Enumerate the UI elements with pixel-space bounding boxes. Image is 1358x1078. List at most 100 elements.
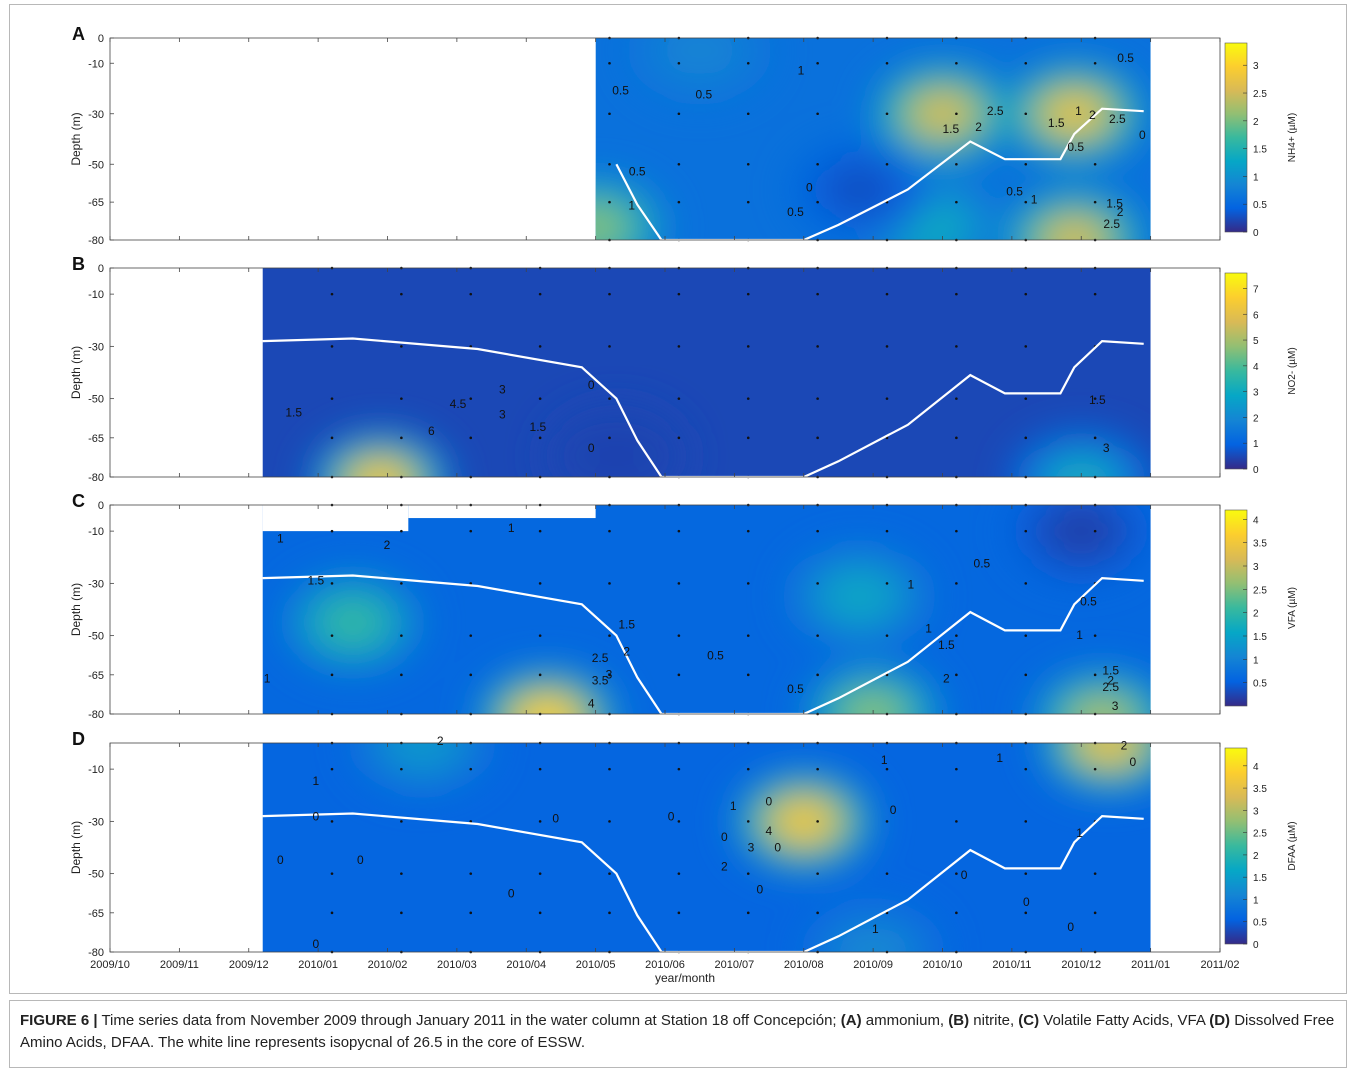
sample-point <box>885 582 889 585</box>
sample-point <box>1024 345 1028 348</box>
sample-point <box>330 529 334 533</box>
y-tick-label: -65 <box>88 433 104 445</box>
contour-label: 0.5 <box>612 84 629 98</box>
hotspot-0 <box>522 700 572 714</box>
contour-label: 1 <box>908 578 915 592</box>
y-axis-label: Depth (m) <box>69 346 83 399</box>
hotspot-3 <box>847 933 899 952</box>
contour-label: 1.5 <box>1102 663 1119 677</box>
hotspot-2 <box>1048 221 1100 240</box>
sample-point <box>538 529 542 533</box>
sample-point <box>469 529 473 533</box>
contour-label: 1.5 <box>1106 197 1123 211</box>
colorbar-tick-label: 2.5 <box>1253 829 1267 840</box>
sample-point <box>538 673 542 677</box>
sample-point <box>677 673 681 677</box>
sample-point <box>677 767 681 771</box>
y-tick-label: -10 <box>88 289 104 301</box>
sample-point <box>400 345 403 348</box>
sample-point <box>1093 200 1097 204</box>
sample-point <box>746 397 750 400</box>
y-tick-label: -50 <box>88 869 104 881</box>
sample-point <box>816 872 819 875</box>
contour-label: 1 <box>1076 628 1083 642</box>
contour-label: 0 <box>588 378 595 392</box>
sample-point <box>746 872 750 875</box>
colorbar-tick-label: 1.5 <box>1253 145 1267 156</box>
blank-region <box>262 505 409 532</box>
sample-point <box>400 397 403 400</box>
sample-point <box>816 112 819 116</box>
sample-point <box>816 529 819 533</box>
sample-point <box>538 820 542 823</box>
sample-point <box>538 397 542 400</box>
sample-point <box>746 292 750 296</box>
sample-point <box>330 582 334 585</box>
contour-label: 0 <box>508 887 515 901</box>
colorbar-tick-label: 1 <box>1253 895 1259 906</box>
sample-point <box>677 436 681 440</box>
sample-point <box>1093 872 1097 875</box>
contour-label: 0 <box>588 441 595 455</box>
hotspot-4 <box>833 578 885 615</box>
sample-point <box>746 634 750 637</box>
sample-point <box>1024 200 1028 204</box>
sample-point <box>608 292 611 296</box>
panel-A: 0.5 0.510.500.51 0.51.5 22.51.51 2 2.50.500.5… <box>69 24 1298 247</box>
caption-label: FIGURE 6 | <box>20 1012 98 1029</box>
sample-point <box>677 61 681 65</box>
contour-label: 0 <box>890 803 897 817</box>
sample-point <box>1093 162 1097 166</box>
contour-label: 1 <box>264 672 271 686</box>
sample-point <box>608 112 611 116</box>
caption-d: (D) <box>1209 1012 1231 1029</box>
contour-label: 0.5 <box>1117 51 1134 65</box>
y-tick-label: -30 <box>88 578 104 590</box>
sample-point <box>400 582 403 585</box>
hotspot-1 <box>1056 463 1106 477</box>
contour-label: 0 <box>1130 755 1137 769</box>
sample-point <box>816 820 819 823</box>
contour-label: 1.5 <box>938 638 955 652</box>
y-tick-label: -65 <box>88 670 104 682</box>
sample-point <box>538 767 542 771</box>
y-tick-label: -30 <box>88 109 104 121</box>
caption-c: (C) <box>1018 1012 1040 1029</box>
colorbar-tick-label: 7 <box>1253 284 1259 295</box>
sample-point <box>746 345 750 348</box>
colorbar-tick-label: 3.5 <box>1253 784 1267 795</box>
hotspot-6 <box>833 171 885 208</box>
caption-b: (B) <box>948 1012 970 1029</box>
contour-label: 0.5 <box>1006 185 1023 199</box>
sample-point <box>816 397 819 400</box>
sample-point <box>400 634 403 637</box>
sample-point <box>608 634 611 637</box>
sample-point <box>1093 529 1097 533</box>
x-tick-label: 2010/03 <box>437 959 477 971</box>
y-tick-label: -50 <box>88 631 104 643</box>
contour-label: 4 <box>765 824 772 838</box>
sample-point <box>1024 767 1028 771</box>
sample-point <box>677 820 681 823</box>
contour-label: 0.5 <box>787 682 804 696</box>
sample-point <box>538 345 542 348</box>
sample-point <box>469 767 473 771</box>
colorbar-tick-label: 6 <box>1253 310 1259 321</box>
sample-point <box>955 673 958 677</box>
colorbar-tick-label: 0 <box>1253 940 1259 951</box>
panel-C-field <box>262 505 1151 714</box>
sample-point <box>400 292 403 296</box>
y-tick-label: -10 <box>88 526 104 538</box>
contour-label: 4 <box>588 697 595 711</box>
contour-label: 0.5 <box>787 205 804 219</box>
contour-label: 3 <box>748 841 755 855</box>
x-tick-label: 2010/01 <box>298 959 338 971</box>
contour-label: 1 <box>798 63 805 77</box>
contour-label: 1.5 <box>285 405 302 419</box>
sample-point <box>955 872 958 875</box>
y-tick-label: -10 <box>88 58 104 70</box>
contour-label: 3 <box>606 667 613 681</box>
sample-point <box>608 529 611 533</box>
sample-point <box>955 112 958 116</box>
